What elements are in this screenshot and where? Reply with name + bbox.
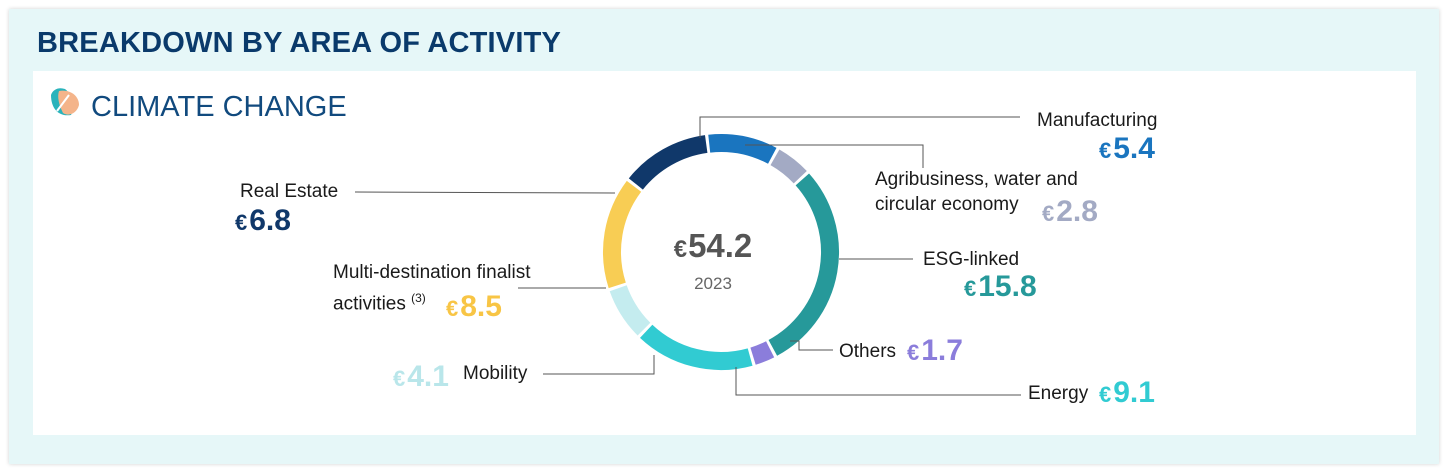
leader-agri — [745, 144, 924, 168]
value-mobility: €4.1 — [393, 360, 449, 393]
value-esg-linked: €15.8 — [964, 270, 1037, 303]
leader-manufacturing — [699, 116, 1020, 138]
donut-chart — [354, 116, 1021, 396]
value-multi-destination: €8.5 — [446, 290, 502, 323]
label-multi-destination-line2: activities (3) — [333, 291, 426, 315]
label-manufacturing: Manufacturing — [1037, 110, 1158, 131]
leader-lines — [354, 116, 1021, 396]
label-energy: Energy — [1028, 383, 1089, 404]
donut-segment-multi-destination-finalist-activities — [603, 180, 642, 289]
donut-segment-esg-linked — [768, 173, 839, 356]
leader-energy — [735, 367, 1021, 396]
donut-segment-manufacturing — [708, 134, 777, 164]
label-others: Others — [839, 341, 897, 362]
label-esg-linked: ESG-linked — [923, 249, 1020, 270]
value-others: €1.7 — [907, 334, 963, 367]
frame: BREAKDOWN BY AREA OF ACTIVITY CLIMATE CH… — [9, 9, 1439, 464]
chart-subtitle: CLIMATE CHANGE — [91, 91, 347, 123]
donut-segment-energy — [640, 324, 753, 370]
donut-segments — [603, 134, 839, 370]
value-real-estate: €6.8 — [235, 204, 291, 237]
value-energy: €9.1 — [1099, 376, 1155, 409]
label-real-estate: Real Estate — [240, 181, 339, 202]
value-agribusiness: €2.8 — [1042, 195, 1098, 228]
value-manufacturing: €5.4 — [1099, 132, 1155, 165]
donut-segment-mobility — [609, 284, 651, 336]
page-title: BREAKDOWN BY AREA OF ACTIVITY — [37, 27, 562, 59]
label-multi-destination: Multi-destination finalist — [333, 262, 531, 283]
label-agribusiness-line2: circular economy — [875, 194, 1019, 215]
leaf-icon — [51, 88, 79, 116]
donut-segment-agribusiness-water-and-circular-economy — [770, 149, 807, 184]
donut-segment-real-estate — [628, 135, 708, 190]
center-year: 2023 — [694, 274, 732, 293]
leader-mobility — [543, 355, 655, 375]
leader-others — [790, 340, 833, 351]
label-mobility: Mobility — [463, 363, 528, 384]
leader-realestate — [354, 191, 616, 194]
center-total: €54.2 — [673, 227, 753, 264]
footnote-marker: (3) — [411, 291, 426, 305]
label-agribusiness: Agribusiness, water and — [875, 169, 1078, 190]
donut-segment-others — [750, 341, 775, 365]
chart-panel: CLIMATE CHANGE €54.2 2023 Manufacturing … — [33, 71, 1416, 435]
